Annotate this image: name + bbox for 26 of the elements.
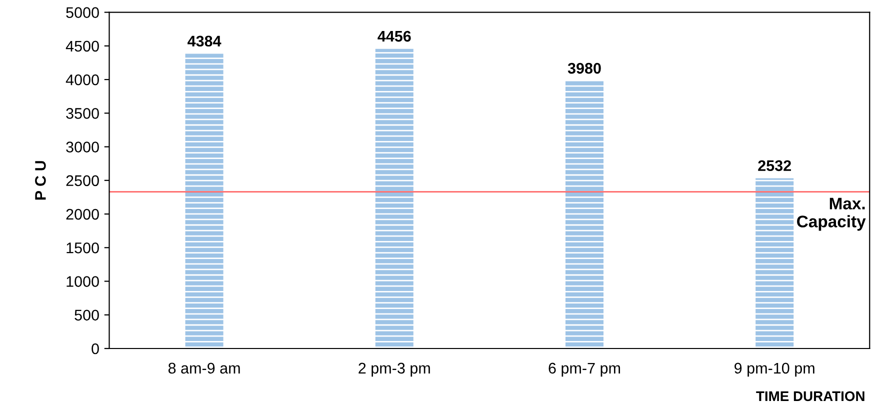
y-tick-label: 1000: [66, 276, 99, 287]
ref-line-label: Max. Capacity: [797, 198, 866, 231]
bar: [375, 48, 414, 348]
data-label: 2532: [758, 160, 791, 172]
y-tick-label: 1500: [66, 242, 99, 254]
y-axis-title: P C U: [35, 161, 46, 200]
x-tick-label: 9 pm-10 pm: [734, 362, 814, 377]
y-tick-label: 4500: [66, 40, 99, 52]
y-tick-label: 0: [92, 343, 99, 354]
x-axis-title: TIME DURATION: [756, 391, 864, 402]
x-tick-label: 8 am-9 am: [168, 362, 240, 374]
data-label: 4456: [378, 30, 411, 42]
data-label: 4384: [188, 36, 222, 47]
bar: [565, 80, 604, 348]
bar: [185, 54, 224, 348]
y-tick-label: 4000: [66, 74, 99, 86]
y-tick-label: 3000: [66, 142, 99, 152]
y-tick-label: 2000: [66, 208, 99, 220]
y-tick-label: 5000: [66, 7, 99, 18]
x-tick-label: 2 pm-3 pm: [358, 362, 430, 377]
y-tick-label: 2500: [66, 175, 99, 186]
y-tick-label: 500: [74, 310, 99, 321]
bar: [756, 178, 794, 348]
x-tick-label: 6 pm-7 pm: [548, 362, 620, 377]
data-label: 3980: [568, 62, 601, 74]
y-tick-label: 3500: [66, 108, 99, 119]
